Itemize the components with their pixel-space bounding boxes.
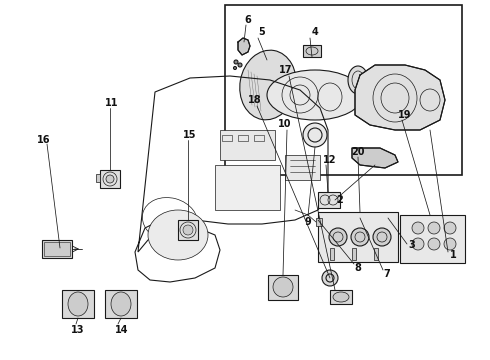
Text: 7: 7 xyxy=(384,269,391,279)
Ellipse shape xyxy=(444,222,456,234)
Bar xyxy=(316,218,322,226)
Bar xyxy=(100,170,120,188)
Text: 20: 20 xyxy=(351,147,365,157)
Bar xyxy=(285,155,320,180)
Text: 6: 6 xyxy=(245,15,251,25)
Text: 8: 8 xyxy=(355,263,362,273)
Bar xyxy=(222,135,232,141)
Circle shape xyxy=(234,67,237,69)
Text: 3: 3 xyxy=(409,240,416,250)
Text: 18: 18 xyxy=(248,95,262,105)
Bar xyxy=(352,248,356,260)
Ellipse shape xyxy=(68,292,88,316)
Bar xyxy=(330,248,334,260)
Text: 9: 9 xyxy=(305,217,311,227)
Polygon shape xyxy=(355,65,445,130)
Bar xyxy=(374,248,378,260)
Text: 12: 12 xyxy=(323,155,337,165)
Ellipse shape xyxy=(428,238,440,250)
Ellipse shape xyxy=(240,50,296,120)
Text: 17: 17 xyxy=(279,65,293,75)
Bar xyxy=(318,192,340,208)
Text: 16: 16 xyxy=(37,135,51,145)
Ellipse shape xyxy=(111,292,131,316)
Text: 11: 11 xyxy=(105,98,119,108)
Bar xyxy=(96,174,100,182)
Text: 2: 2 xyxy=(337,195,343,205)
Ellipse shape xyxy=(273,277,293,297)
Text: 14: 14 xyxy=(115,325,129,335)
Ellipse shape xyxy=(428,222,440,234)
Bar xyxy=(400,215,465,263)
Circle shape xyxy=(238,63,242,67)
Bar xyxy=(62,290,94,318)
Text: 4: 4 xyxy=(312,27,318,37)
Ellipse shape xyxy=(368,74,392,106)
Text: 1: 1 xyxy=(450,250,456,260)
Ellipse shape xyxy=(348,66,368,94)
Ellipse shape xyxy=(267,70,363,120)
Bar xyxy=(42,240,72,258)
Circle shape xyxy=(303,123,327,147)
Text: 15: 15 xyxy=(183,130,197,140)
Bar xyxy=(225,5,462,175)
Bar xyxy=(220,130,275,160)
Bar xyxy=(105,290,137,318)
Ellipse shape xyxy=(329,228,347,246)
Polygon shape xyxy=(238,38,250,55)
Bar xyxy=(268,275,298,300)
Text: 5: 5 xyxy=(259,27,266,37)
Ellipse shape xyxy=(148,210,208,260)
Bar xyxy=(215,165,280,210)
Bar xyxy=(330,290,352,304)
Ellipse shape xyxy=(412,238,424,250)
Ellipse shape xyxy=(333,292,349,302)
Bar xyxy=(44,242,70,256)
Bar xyxy=(178,220,198,240)
Polygon shape xyxy=(352,148,398,168)
Bar xyxy=(303,45,321,57)
Ellipse shape xyxy=(412,222,424,234)
Circle shape xyxy=(234,60,238,64)
Ellipse shape xyxy=(444,238,456,250)
Bar xyxy=(238,135,248,141)
Text: 19: 19 xyxy=(398,110,412,120)
Ellipse shape xyxy=(373,228,391,246)
Ellipse shape xyxy=(106,175,114,183)
Text: 10: 10 xyxy=(278,119,292,129)
Text: 13: 13 xyxy=(71,325,85,335)
Circle shape xyxy=(322,270,338,286)
Ellipse shape xyxy=(351,228,369,246)
Bar xyxy=(318,212,398,262)
Ellipse shape xyxy=(183,225,193,235)
Bar xyxy=(254,135,264,141)
